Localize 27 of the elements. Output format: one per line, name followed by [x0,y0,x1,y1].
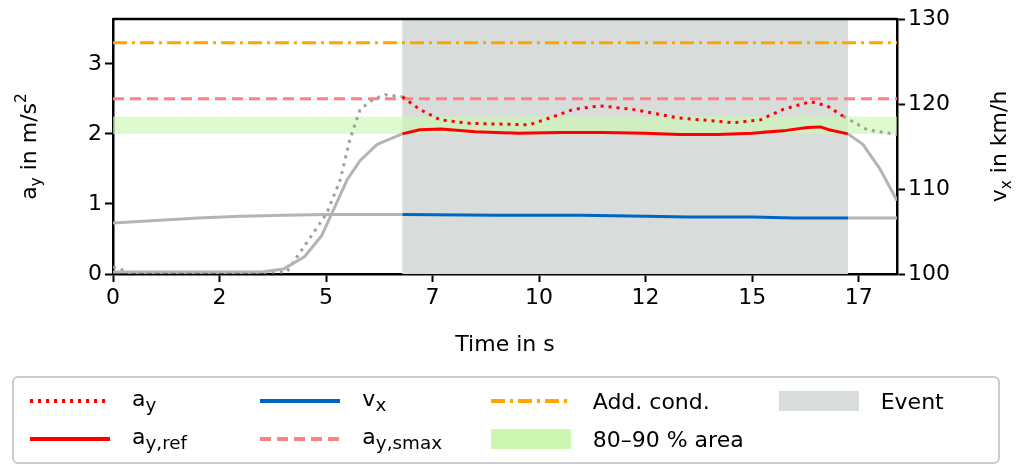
y2-tick-label: 100 [908,259,950,285]
legend-label: 80–90 % area [592,426,744,452]
legend-label: Event [880,388,944,414]
line-series [400,95,845,127]
y2-axis-title: vx in km/h [985,90,1015,203]
y-tick-label: 0 [88,259,102,285]
y2-tick-label: 110 [908,174,950,200]
legend-label: a$_{y}$ [132,386,157,416]
x-tick-label: 17 [844,283,873,309]
x-tick-label: 5 [319,283,334,309]
x-tick-label: 0 [106,283,120,309]
x-tick-label: 12 [631,283,660,309]
y-tick-label: 2 [88,119,102,145]
y-tick-label: 1 [88,189,102,215]
legend-label: a$_{y,smax}$ [362,424,442,454]
legend-label: a$_{y,ref}$ [132,424,188,454]
x-tick-label: 2 [212,283,227,309]
y2-tick-label: 120 [908,89,950,115]
y-axis-title: ay in m/s2 [12,93,45,200]
legend-label: Add. cond. [592,388,710,414]
x-tick-label: 10 [525,283,554,309]
y-tick-label: 3 [88,49,102,75]
y2-tick-label: 130 [908,4,950,30]
x-tick-label: 15 [738,283,767,309]
x-tick-label: 7 [425,283,440,309]
x-axis-title: Time in s [454,330,555,356]
legend-label: v$_{x}$ [362,386,387,416]
